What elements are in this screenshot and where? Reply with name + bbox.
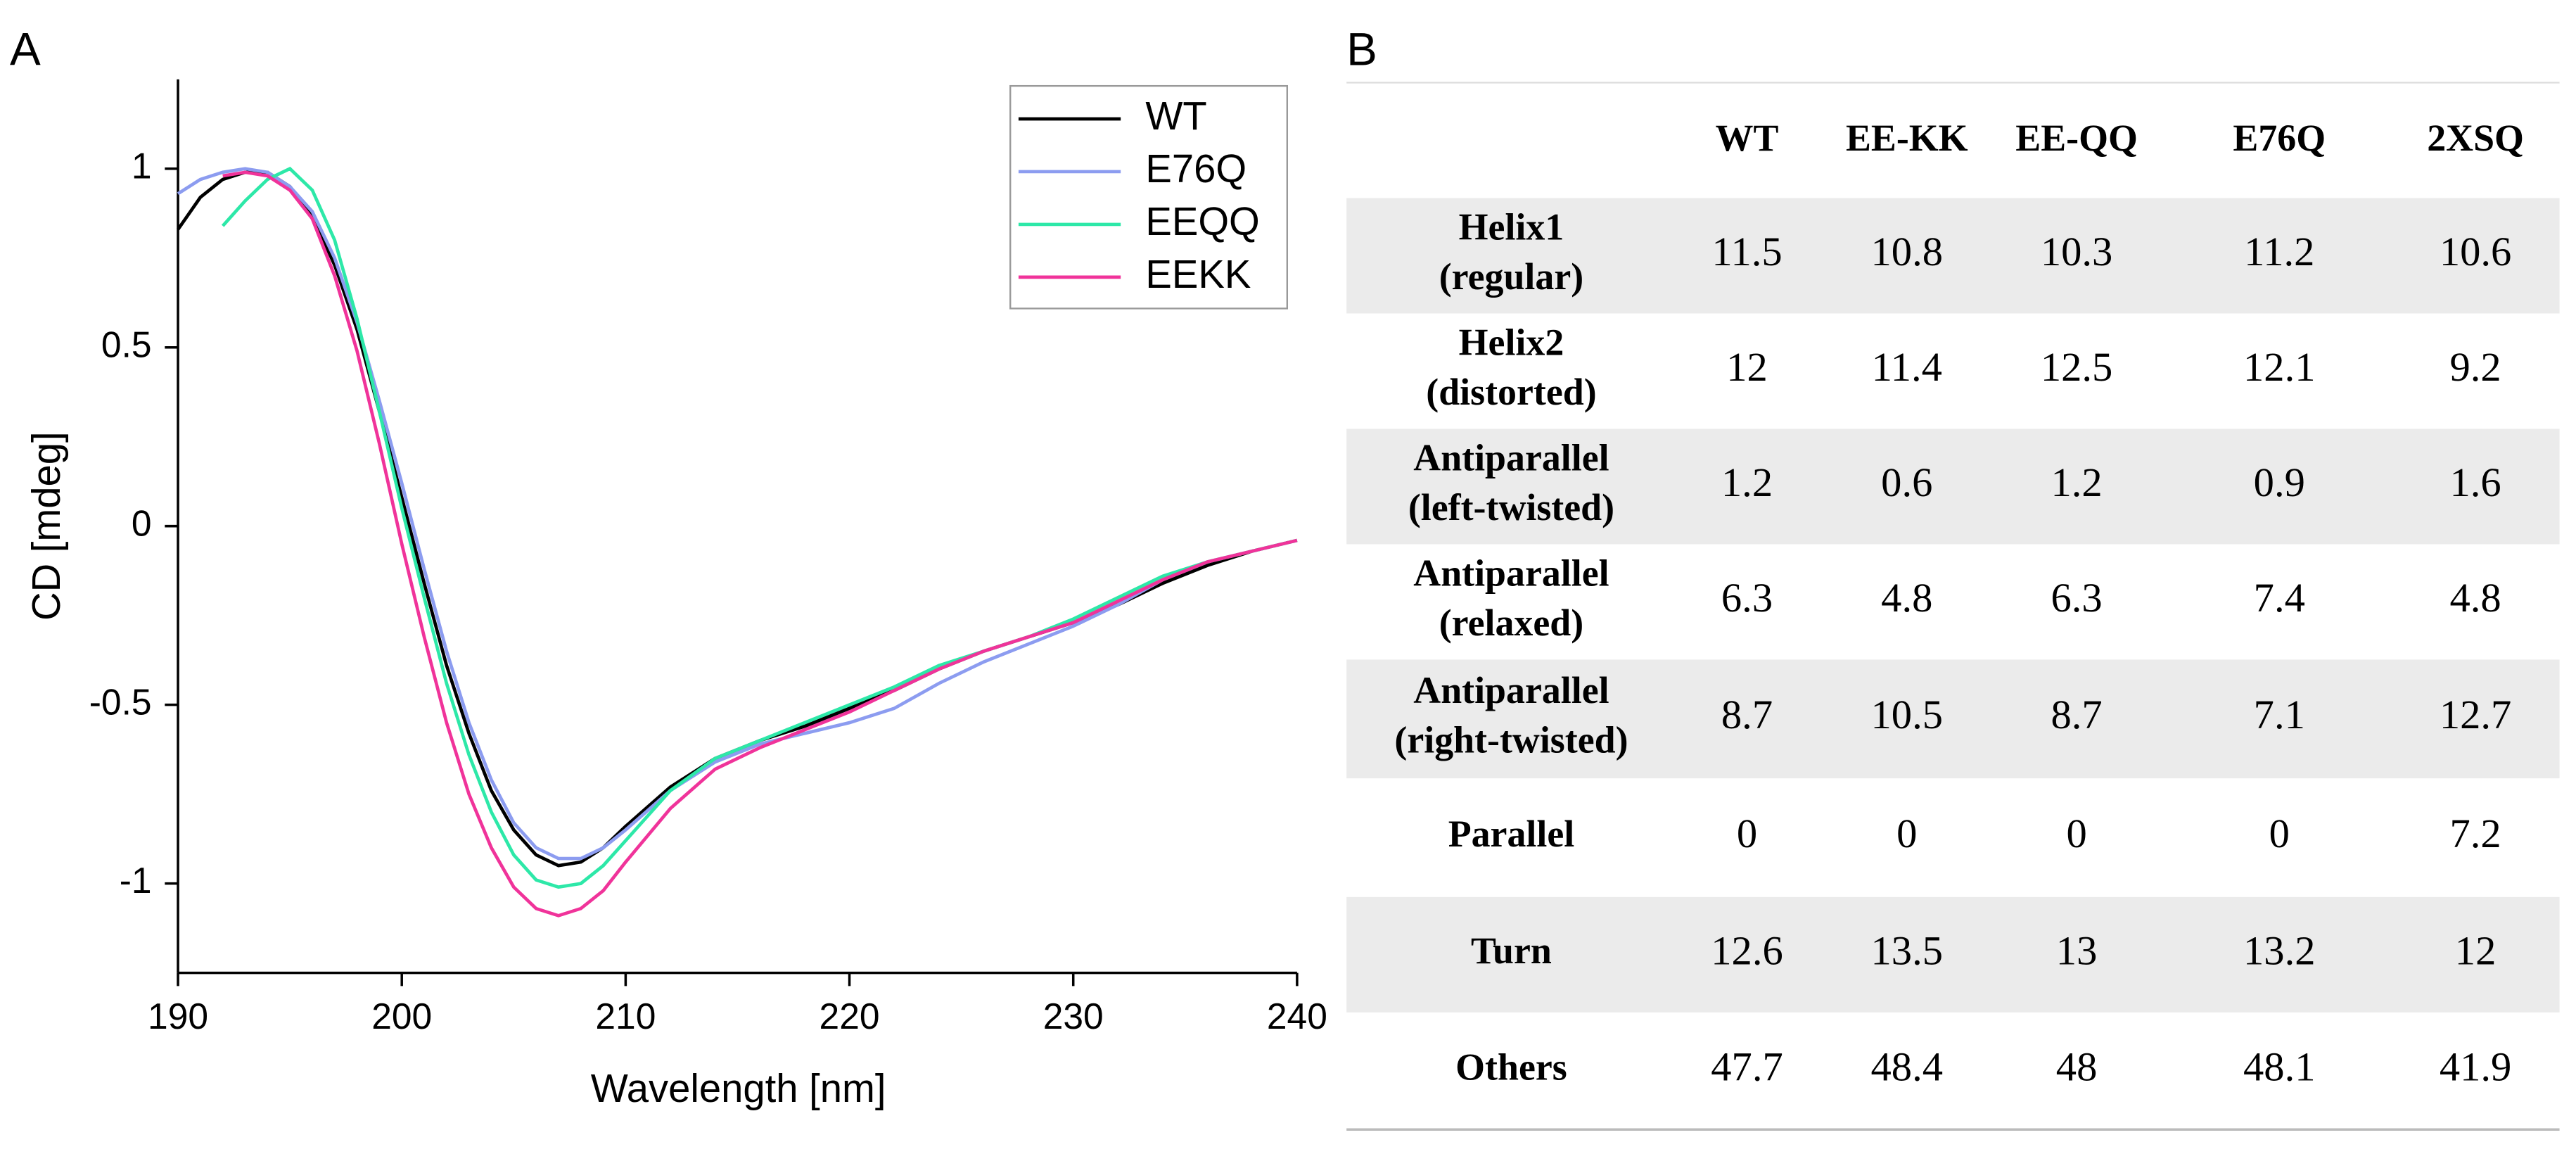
panel-label: B — [1346, 24, 1377, 75]
x-tick-label: 220 — [820, 996, 880, 1036]
x-tick-label: 240 — [1267, 996, 1327, 1036]
row-label: Antiparallel — [1413, 669, 1609, 711]
cell-value: 0 — [2066, 811, 2086, 856]
cell-value: 7.4 — [2254, 575, 2305, 621]
row-background — [1346, 198, 2560, 314]
cell-value: 12.6 — [1711, 927, 1783, 973]
cell-value: 7.2 — [2449, 811, 2501, 856]
row-label: Antiparallel — [1413, 552, 1609, 595]
row-background — [1346, 659, 2560, 779]
cell-value: 11.2 — [2244, 229, 2314, 274]
cell-value: 12 — [2455, 927, 2497, 973]
cell-value: 41.9 — [2440, 1043, 2511, 1089]
line — [177, 167, 1298, 861]
y-tick-label: 0.5 — [101, 324, 152, 364]
row-label: Parallel — [1448, 813, 1575, 855]
cell-value: 11.4 — [1872, 344, 1942, 390]
cell-value: 6.3 — [2051, 575, 2102, 621]
line — [222, 170, 1298, 918]
cell-value: 13.5 — [1871, 927, 1943, 973]
cell-value: 48 — [2056, 1043, 2098, 1089]
legend-label: EEKK — [1145, 252, 1251, 296]
x-tick-label: 190 — [148, 996, 208, 1036]
row-label: (left-twisted) — [1408, 486, 1614, 528]
cell-value: 6.3 — [1721, 575, 1773, 621]
column-header: EE-QQ — [2015, 117, 2138, 159]
cell-value: 4.8 — [1881, 575, 1932, 621]
legend-label: WT — [1145, 94, 1206, 138]
cell-value: 0 — [2269, 811, 2290, 856]
cell-value: 7.1 — [2254, 692, 2305, 737]
cell-value: 1.6 — [2449, 459, 2501, 505]
row-label: (distorted) — [1426, 371, 1596, 413]
legend-label: EEQQ — [1145, 199, 1259, 243]
panel-label: A — [10, 24, 41, 75]
y-axis-title: CD [mdeg] — [24, 431, 68, 621]
legend-label: E76Q — [1145, 146, 1246, 191]
cell-value: 12.1 — [2243, 344, 2315, 390]
cell-value: 10.8 — [1871, 229, 1943, 274]
cell-value: 10.5 — [1871, 692, 1943, 737]
y-tick-label: 1 — [132, 145, 152, 186]
cell-value: 9.2 — [2449, 344, 2501, 390]
y-tick-label: -1 — [120, 860, 152, 901]
row-background — [1346, 429, 2560, 545]
cell-value: 0 — [1896, 811, 1917, 856]
cell-value: 47.7 — [1711, 1043, 1783, 1089]
x-tick-label: 230 — [1043, 996, 1104, 1036]
row-background — [1346, 896, 2560, 1013]
cell-value: 13.2 — [2243, 927, 2315, 973]
cell-value: 4.8 — [2449, 575, 2501, 621]
cell-value: 0.6 — [1881, 459, 1932, 505]
x-tick-label: 200 — [371, 996, 432, 1036]
cell-value: 12.5 — [2041, 344, 2112, 390]
cell-value: 12 — [1726, 344, 1768, 390]
cell-value: 8.7 — [2051, 692, 2102, 737]
row-label: (right-twisted) — [1394, 718, 1628, 761]
cell-value: 0 — [1737, 811, 1757, 856]
cell-value: 10.6 — [2440, 229, 2511, 274]
y-tick-label: -0.5 — [89, 681, 152, 722]
column-header: 2XSQ — [2427, 117, 2524, 159]
row-label: Others — [1455, 1046, 1567, 1088]
row-label: Antiparallel — [1413, 437, 1609, 479]
cell-value: 8.7 — [1721, 692, 1773, 737]
row-label: Helix2 — [1459, 322, 1564, 364]
cell-value: 1.2 — [2051, 459, 2102, 505]
legend-box — [1009, 84, 1289, 310]
cell-value: 13 — [2056, 927, 2098, 973]
cell-value: 10.3 — [2041, 229, 2112, 274]
cell-value: 1.2 — [1721, 459, 1773, 505]
column-header: WT — [1716, 117, 1779, 159]
cell-value: 48.4 — [1871, 1043, 1943, 1089]
row-label: Turn — [1471, 930, 1552, 972]
line — [221, 166, 1298, 889]
x-tick-label: 210 — [595, 996, 656, 1036]
cell-value: 12.7 — [2440, 692, 2511, 737]
row-label: Helix1 — [1459, 206, 1564, 248]
x-axis-title: Wavelength [nm] — [591, 1066, 886, 1110]
cell-value: 0.9 — [2254, 459, 2305, 505]
row-label: (relaxed) — [1439, 602, 1583, 644]
column-header: EE-KK — [1846, 117, 1968, 159]
cell-value: 48.1 — [2243, 1043, 2315, 1089]
y-tick-label: 0 — [132, 502, 152, 543]
row-label: (regular) — [1439, 255, 1583, 298]
cell-value: 11.5 — [1711, 229, 1782, 274]
column-header: E76Q — [2233, 117, 2326, 159]
